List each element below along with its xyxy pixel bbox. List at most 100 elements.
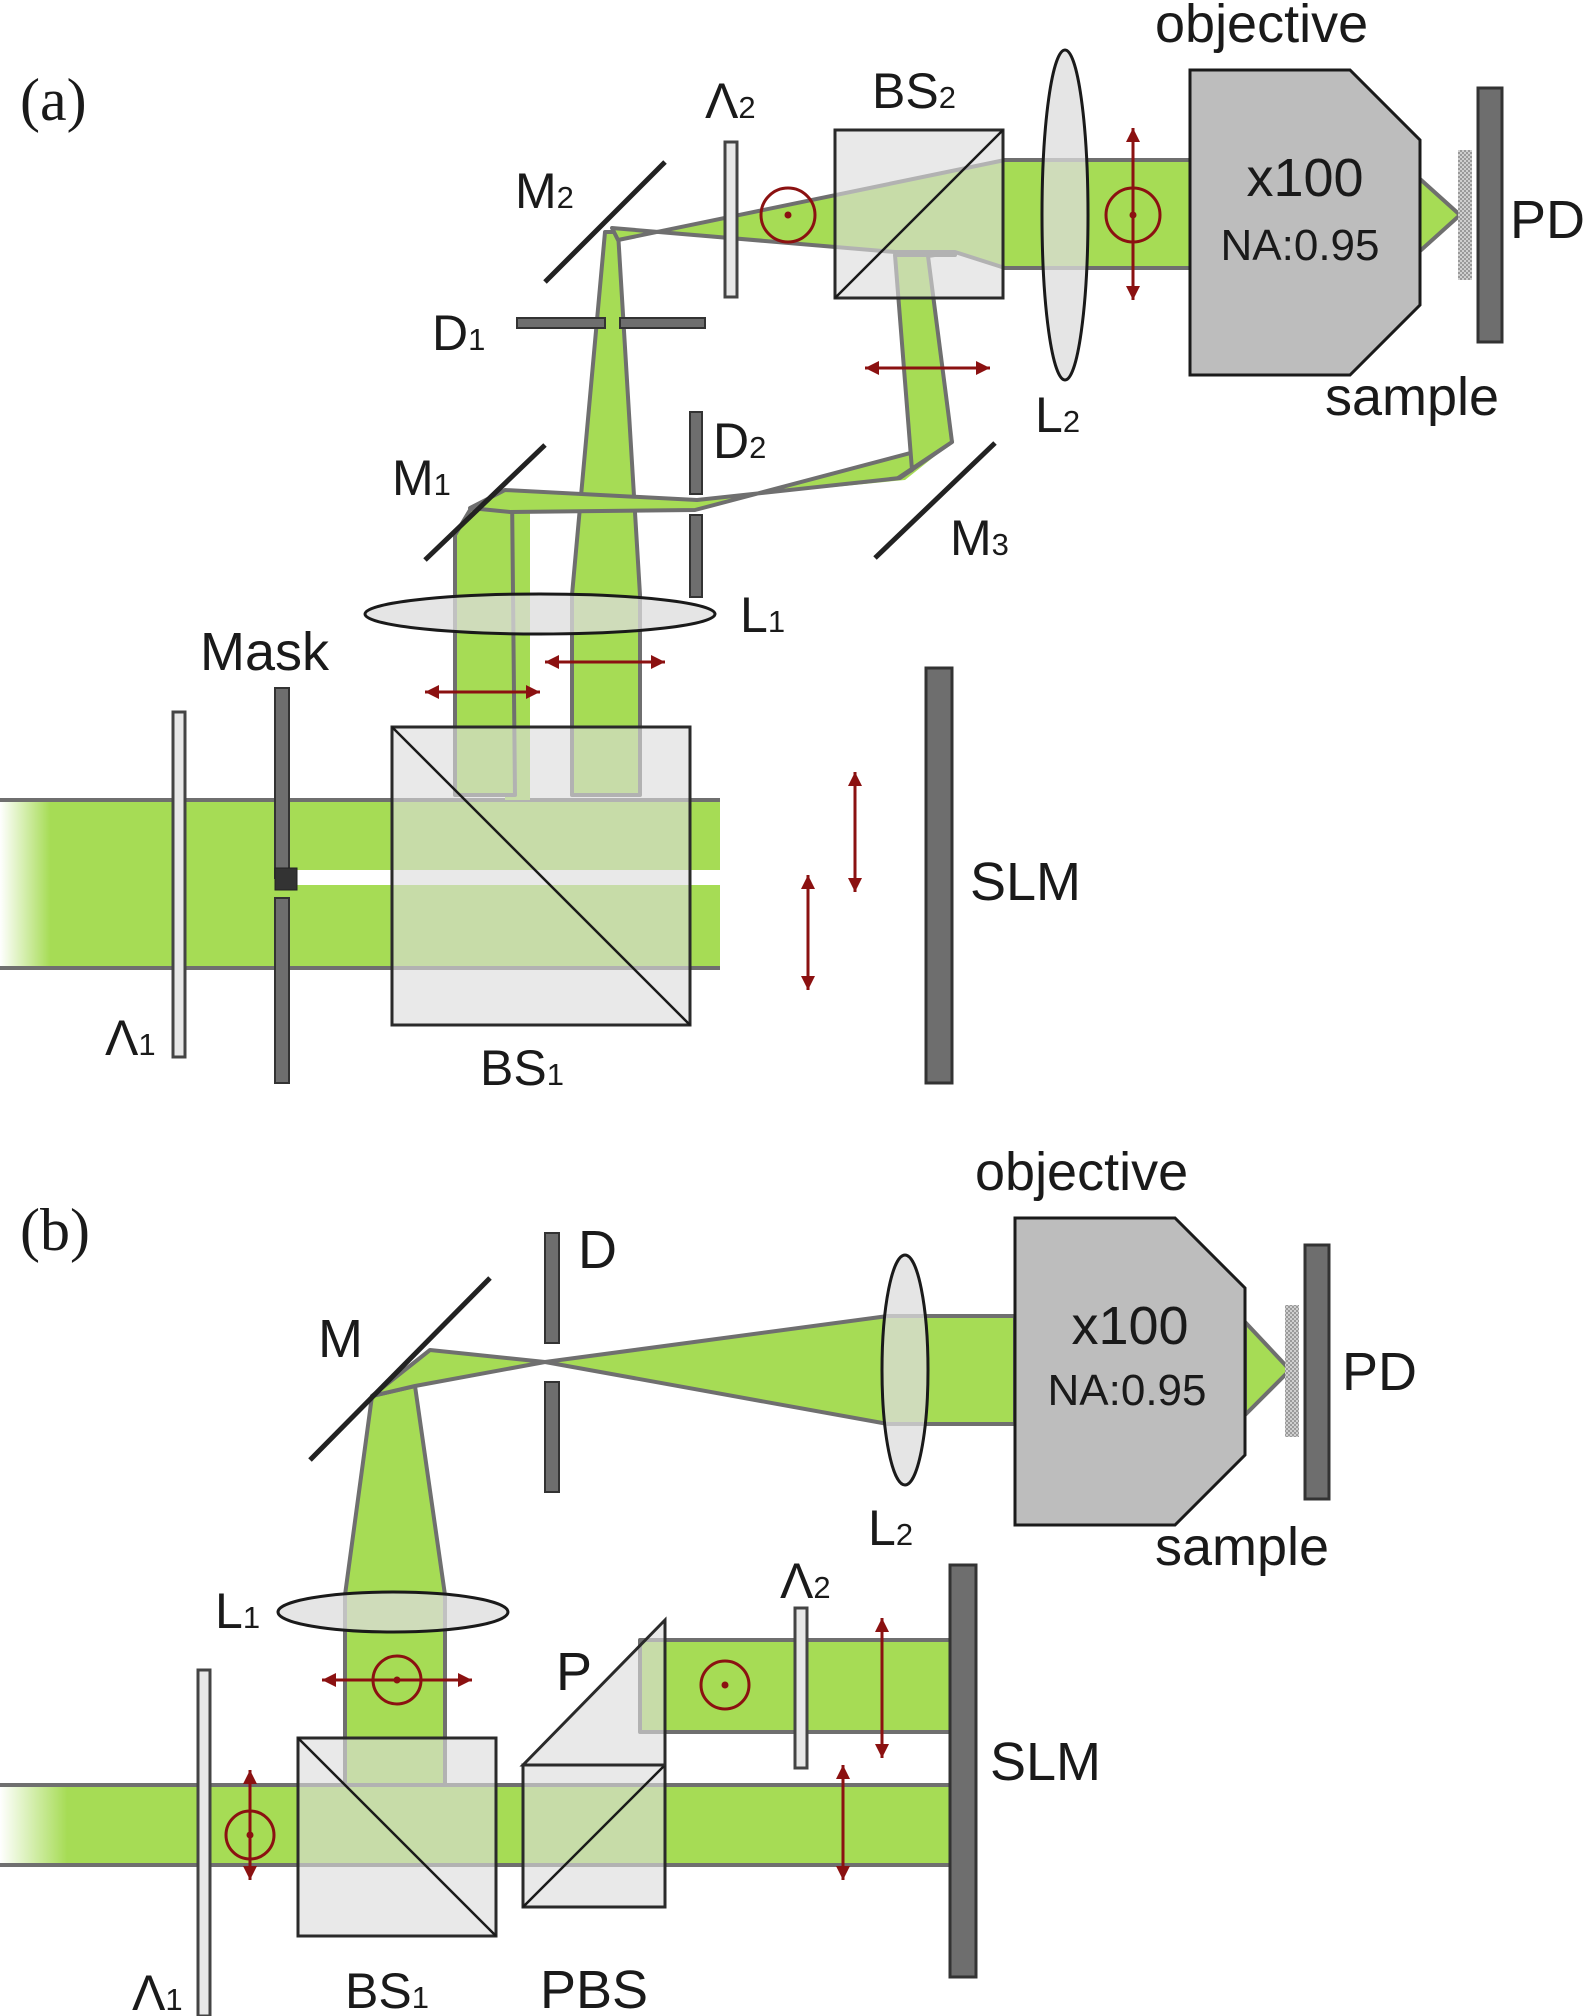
waveplate-1-label-a: Λ1 xyxy=(105,1010,156,1066)
pol-dot-1-b-dot xyxy=(393,1676,401,1684)
mirror-1-label-a: M1 xyxy=(392,450,451,506)
diaphragm-1-label-a-main: D xyxy=(432,305,468,361)
lens-2-label-a-subscript: 2 xyxy=(1063,404,1080,439)
beam-bs1-up-b xyxy=(343,1384,447,1787)
pol-arrow-4-a-head-0 xyxy=(801,976,815,990)
detector-label-a: PD xyxy=(1510,190,1585,250)
waveplate-2-a xyxy=(723,140,739,299)
mirror-3-label-a-text: M3 xyxy=(950,510,1009,566)
beamsplitter-2-label-a-main: BS xyxy=(872,63,939,119)
lens-1-label-a-main: L xyxy=(740,587,768,643)
pbs-label-b: PBS xyxy=(540,1960,648,2016)
mirror-2-label-a-main: M xyxy=(515,163,557,219)
pol-arrow-2-a xyxy=(545,655,665,669)
pol-arrow-5-a-head-1 xyxy=(865,361,879,375)
pol-arrow-2-b-head-1 xyxy=(243,1770,257,1784)
mask-bottom-a xyxy=(274,897,290,1084)
diaphragm-2-top-a xyxy=(689,411,703,495)
lens-2-label-b-text: L2 xyxy=(868,1500,913,1556)
diaphragm-2-label-a-subscript: 2 xyxy=(749,430,766,465)
lens-2-label-b-main: L xyxy=(868,1500,896,1556)
detector-label-b: PD xyxy=(1342,1342,1417,1402)
pol-arrow-1-b-head-0 xyxy=(458,1673,472,1687)
polarizing-beamsplitter-b-diagonal xyxy=(522,1764,666,1908)
mirror-b xyxy=(308,1276,492,1462)
sample-label-b: sample xyxy=(1155,1517,1329,1577)
waveplate-1-label-a-subscript: 1 xyxy=(138,1027,155,1062)
pol-arrow-5-a xyxy=(865,361,990,375)
pol-arrow-6-a-head-1 xyxy=(1126,128,1140,142)
objective-a-body xyxy=(1188,68,1422,377)
beam-m1-m3-a xyxy=(468,440,954,514)
diaphragm-1-label-a-text: D1 xyxy=(432,305,485,361)
pol-arrow-4-a xyxy=(801,875,815,990)
objective-b xyxy=(1013,1216,1247,1527)
lens-1-b xyxy=(276,1590,510,1634)
waveplate-1-label-a-text: Λ1 xyxy=(105,1010,156,1066)
diaphragm-2-bottom-a xyxy=(689,514,703,598)
objective-a xyxy=(1188,68,1422,377)
waveplate-2-label-b-subscript: 2 xyxy=(813,1570,830,1605)
diaphragm-1-left-a xyxy=(516,317,606,329)
waveplate-1-a xyxy=(171,710,187,1059)
objective-label-b: objective xyxy=(975,1142,1188,1202)
pol-dot-1-b-ring xyxy=(371,1654,423,1706)
pol-arrow-4-b-head-1 xyxy=(836,1765,850,1779)
prism-b xyxy=(519,1616,667,1767)
pol-arrow-2-a-head-0 xyxy=(651,655,665,669)
diaphragm-2-label-a-text: D2 xyxy=(713,413,766,469)
pol-arrow-4-a-head-1 xyxy=(801,875,815,889)
beamsplitter-2-label-a-subscript: 2 xyxy=(939,80,956,115)
pol-dot-2-a xyxy=(1104,186,1162,244)
panel-b: (b)Λ1 BS1 PBSPΛ2SLML1MDL2objectivex100NA:0… xyxy=(0,1142,1417,2016)
pol-dot-2-b-ring xyxy=(224,1809,276,1861)
waveplate-1-label-b: Λ1 xyxy=(132,1965,183,2016)
prism-label-b: P xyxy=(556,1642,592,1702)
pol-arrow-3-b-head-1 xyxy=(875,1618,889,1632)
pol-dot-3-b-ring xyxy=(699,1659,751,1711)
lens-2-label-a-main: L xyxy=(1035,387,1063,443)
waveplate-1-label-a-main: Λ xyxy=(105,1010,139,1066)
beamsplitter-1-label-b-main: BS xyxy=(345,1963,412,2016)
diaphragm-top-b xyxy=(544,1232,560,1344)
photodetector-a xyxy=(1476,86,1504,344)
panel-a-polarization xyxy=(425,128,1162,990)
pol-arrow-1-b-head-1 xyxy=(322,1673,336,1687)
beamsplitter-1-a xyxy=(390,725,692,1027)
pol-arrow-4-b-head-0 xyxy=(836,1866,850,1880)
beamsplitter-1-a-diagonal xyxy=(391,726,691,1026)
sample-a xyxy=(1458,150,1472,280)
mirror-1-label-a-subscript: 1 xyxy=(434,467,451,502)
waveplate-2-label-a: Λ2 xyxy=(705,73,756,129)
mirror-2-a xyxy=(543,160,667,284)
pol-arrow-1-a-head-0 xyxy=(526,685,540,699)
panel-b-label: (b) xyxy=(20,1197,90,1263)
diaphragm-1-label-a-subscript: 1 xyxy=(468,322,485,357)
objective-label-a: objective xyxy=(1155,0,1368,54)
sample-label-a: sample xyxy=(1325,367,1499,427)
lens-2-b xyxy=(880,1253,930,1487)
pol-arrow-3-b-head-0 xyxy=(875,1744,889,1758)
lens-1-label-a-subscript: 1 xyxy=(768,604,785,639)
pol-arrow-6-a-head-0 xyxy=(1126,286,1140,300)
pol-dot-1-a-dot xyxy=(784,211,792,219)
beamsplitter-1-label-b-text: BS1 xyxy=(345,1963,429,2016)
lens-1-label-b-main: L xyxy=(215,1583,243,1639)
lens-2-a xyxy=(1040,48,1090,382)
mask-block-a xyxy=(274,867,298,891)
waveplate-2-label-a-main: Λ xyxy=(705,73,739,129)
mirror-1-a xyxy=(423,443,547,562)
lens-2-label-a-text: L2 xyxy=(1035,387,1080,443)
focus-cone-b xyxy=(1243,1320,1292,1417)
mask-top-a xyxy=(274,687,290,879)
mirror-3-label-a-subscript: 3 xyxy=(992,527,1009,562)
slm-a xyxy=(924,666,954,1085)
slm-b xyxy=(948,1563,978,1979)
waveplate-1-label-b-main: Λ xyxy=(132,1965,166,2016)
beamsplitter-1-label-b: BS1 xyxy=(345,1963,429,2016)
mirror-label-b: M xyxy=(318,1309,363,1369)
pol-dot-3-b xyxy=(699,1659,751,1711)
diaphragm-2-label-a: D2 xyxy=(713,413,766,469)
sample-b xyxy=(1285,1305,1299,1437)
mirror-1-label-a-text: M1 xyxy=(392,450,451,506)
